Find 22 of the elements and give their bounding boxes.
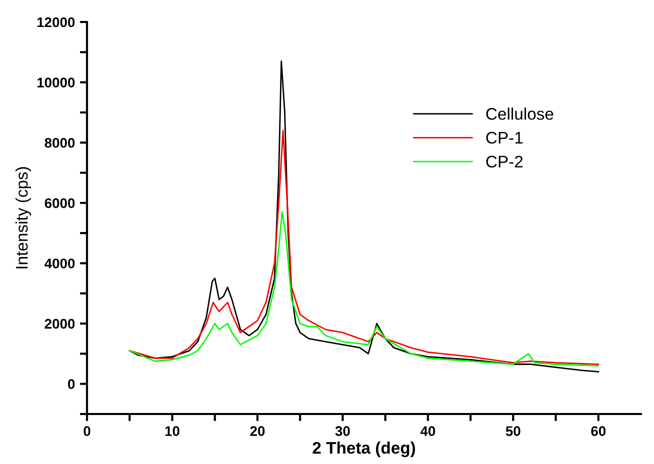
y-axis-title: Intensity (cps) xyxy=(15,167,32,268)
x-tick-label: 10 xyxy=(165,426,180,436)
y-tick-label: 8000 xyxy=(44,138,75,148)
y-tick-label: 2000 xyxy=(44,318,75,329)
line-series xyxy=(128,130,600,365)
legend-label: CP-2 xyxy=(486,156,523,168)
x-tick-label: 50 xyxy=(506,426,520,436)
legend-label: CP-1 xyxy=(486,132,523,144)
y-tick-label: 12000 xyxy=(37,17,75,28)
x-tick-label: 20 xyxy=(250,426,265,436)
x-tick-label: 0 xyxy=(84,426,90,436)
x-axis-title: 2 Theta (deg) xyxy=(312,442,416,458)
y-tick-label: 0 xyxy=(68,379,75,390)
y-tick-label: 4000 xyxy=(44,258,75,268)
x-tick-label: 30 xyxy=(335,426,350,436)
x-tick-label: 40 xyxy=(420,426,436,436)
line-series xyxy=(128,211,600,366)
y-tick-label: 10000 xyxy=(37,78,75,88)
y-tick-label: 6000 xyxy=(44,198,75,208)
legend-label: Cellulose xyxy=(486,108,554,120)
x-tick-label: 60 xyxy=(591,426,606,436)
line-series xyxy=(128,60,600,372)
